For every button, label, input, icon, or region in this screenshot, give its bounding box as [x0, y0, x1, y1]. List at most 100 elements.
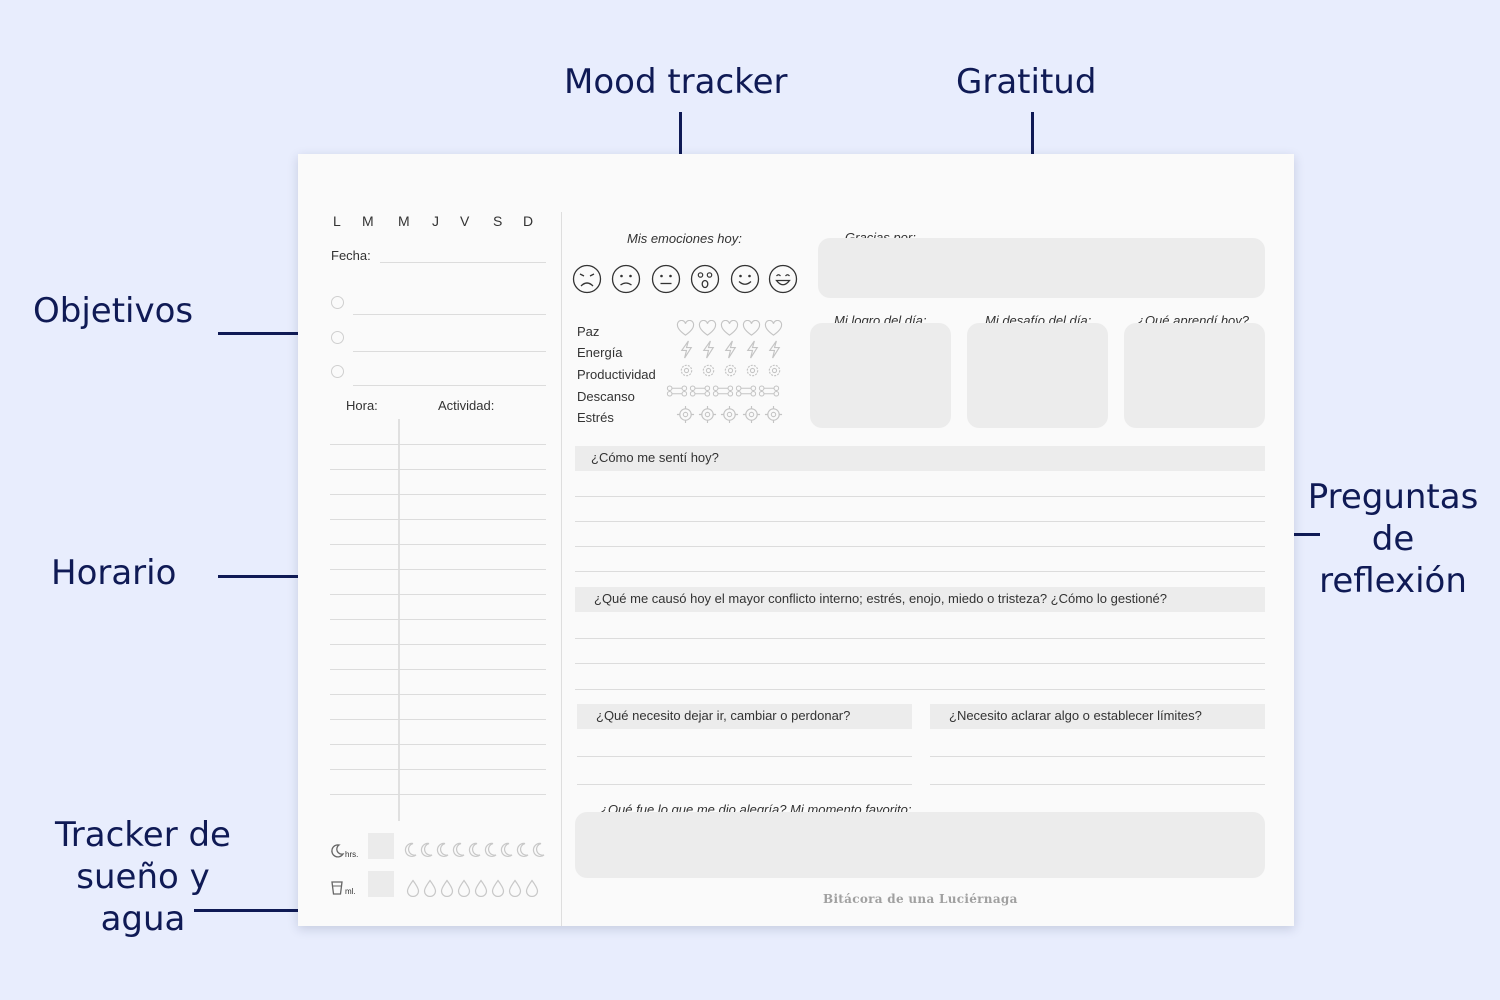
weekday-wed[interactable]: M: [398, 213, 410, 229]
bone-icon[interactable]: [735, 384, 757, 398]
weekday-tue[interactable]: M: [362, 213, 374, 229]
target-icon[interactable]: [698, 405, 717, 424]
schedule-row[interactable]: [330, 544, 546, 545]
water-drop-icon[interactable]: [423, 879, 437, 898]
schedule-row[interactable]: [330, 769, 546, 770]
answer-line[interactable]: [930, 784, 1265, 785]
answer-line[interactable]: [575, 496, 1265, 497]
heart-icon[interactable]: [742, 319, 761, 337]
answer-line[interactable]: [575, 521, 1265, 522]
answer-line[interactable]: [575, 689, 1265, 690]
weekday-sat[interactable]: S: [493, 213, 503, 229]
water-drop-icon[interactable]: [440, 879, 454, 898]
target-icon[interactable]: [720, 405, 739, 424]
moon-icon[interactable]: [484, 842, 497, 858]
schedule-row[interactable]: [330, 719, 546, 720]
water-drop-icon[interactable]: [406, 879, 420, 898]
target-icon[interactable]: [676, 405, 695, 424]
answer-line[interactable]: [577, 784, 912, 785]
schedule-row[interactable]: [330, 744, 546, 745]
goal-checkbox-3[interactable]: [331, 365, 344, 378]
water-drop-icon[interactable]: [491, 879, 505, 898]
lightning-icon[interactable]: [700, 340, 717, 359]
gear-icon[interactable]: [722, 362, 739, 379]
weekday-mon[interactable]: L: [333, 213, 341, 229]
schedule-row[interactable]: [330, 494, 546, 495]
heart-icon[interactable]: [698, 319, 717, 337]
gratitude-box[interactable]: [818, 238, 1265, 298]
moon-icon[interactable]: [420, 842, 433, 858]
answer-line[interactable]: [575, 663, 1265, 664]
goal-line-3[interactable]: [353, 385, 546, 386]
schedule-row[interactable]: [330, 794, 546, 795]
target-icon[interactable]: [742, 405, 761, 424]
frown-face-icon[interactable]: [611, 264, 641, 294]
water-ml-box[interactable]: [368, 871, 394, 897]
surprised-face-icon[interactable]: [690, 264, 720, 294]
schedule-row[interactable]: [330, 694, 546, 695]
rest-tracker: [666, 384, 780, 403]
moon-icon[interactable]: [532, 842, 545, 858]
schedule-row[interactable]: [330, 444, 546, 445]
goal-checkbox-2[interactable]: [331, 331, 344, 344]
schedule-row[interactable]: [330, 569, 546, 570]
gear-icon[interactable]: [744, 362, 761, 379]
bone-icon[interactable]: [712, 384, 734, 398]
answer-line[interactable]: [575, 638, 1265, 639]
water-drop-icon[interactable]: [457, 879, 471, 898]
heart-icon[interactable]: [764, 319, 783, 337]
moon-icon[interactable]: [436, 842, 449, 858]
date-line[interactable]: [380, 262, 546, 263]
gear-icon[interactable]: [678, 362, 695, 379]
goal-line-1[interactable]: [353, 314, 546, 315]
goal-checkbox-1[interactable]: [331, 296, 344, 309]
lightning-icon[interactable]: [766, 340, 783, 359]
schedule-row[interactable]: [330, 619, 546, 620]
sad-face-icon[interactable]: [572, 264, 602, 294]
answer-line[interactable]: [577, 756, 912, 757]
smile-face-icon[interactable]: [730, 264, 760, 294]
weekday-fri[interactable]: V: [460, 213, 470, 229]
joy-box[interactable]: [575, 812, 1265, 878]
heart-icon[interactable]: [720, 319, 739, 337]
callout-goals: Objetivos: [33, 291, 194, 331]
schedule-row[interactable]: [330, 519, 546, 520]
water-drop-icon[interactable]: [508, 879, 522, 898]
bone-icon[interactable]: [666, 384, 688, 398]
callout-line-sleep: [194, 909, 340, 912]
moon-icon[interactable]: [516, 842, 529, 858]
schedule-row[interactable]: [330, 469, 546, 470]
question-let-go: ¿Qué necesito dejar ir, cambiar o perdon…: [596, 708, 851, 723]
moon-icon[interactable]: [468, 842, 481, 858]
schedule-row[interactable]: [330, 644, 546, 645]
target-icon[interactable]: [764, 405, 783, 424]
gear-icon[interactable]: [766, 362, 783, 379]
answer-line[interactable]: [575, 571, 1265, 572]
lightning-icon[interactable]: [722, 340, 739, 359]
sleep-hours-box[interactable]: [368, 833, 394, 859]
challenge-box[interactable]: [967, 323, 1108, 428]
moon-icon[interactable]: [500, 842, 513, 858]
learned-box[interactable]: [1124, 323, 1265, 428]
heart-icon[interactable]: [676, 319, 695, 337]
goal-line-2[interactable]: [353, 351, 546, 352]
weekday-thu[interactable]: J: [432, 213, 439, 229]
bone-icon[interactable]: [758, 384, 780, 398]
callout-schedule: Horario: [51, 553, 177, 593]
lightning-icon[interactable]: [678, 340, 695, 359]
answer-line[interactable]: [930, 756, 1265, 757]
schedule-row[interactable]: [330, 594, 546, 595]
bone-icon[interactable]: [689, 384, 711, 398]
answer-line[interactable]: [575, 546, 1265, 547]
gear-icon[interactable]: [700, 362, 717, 379]
moon-icon[interactable]: [404, 842, 417, 858]
schedule-row[interactable]: [330, 669, 546, 670]
moon-icon[interactable]: [452, 842, 465, 858]
water-drop-icon[interactable]: [525, 879, 539, 898]
neutral-face-icon[interactable]: [651, 264, 681, 294]
achievement-box[interactable]: [810, 323, 951, 428]
weekday-sun[interactable]: D: [523, 213, 534, 229]
water-drop-icon[interactable]: [474, 879, 488, 898]
lightning-icon[interactable]: [744, 340, 761, 359]
happy-face-icon[interactable]: [768, 264, 798, 294]
